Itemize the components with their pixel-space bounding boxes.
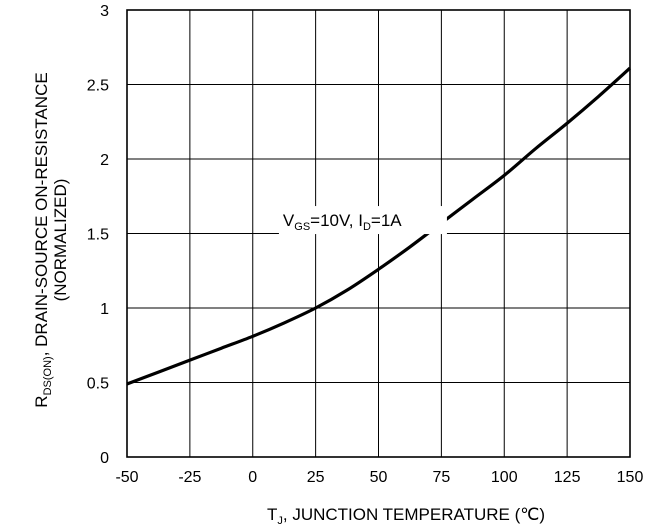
x-tick-label: -25	[178, 469, 201, 486]
annotation-background	[278, 206, 447, 235]
y-tick-label: 1	[100, 301, 109, 318]
x-tick-label: 0	[248, 469, 257, 486]
y-axis-label: RDS(ON), DRAIN-SOURCE ON-RESISTANCE	[32, 72, 54, 407]
y-tick-label: 1.5	[87, 227, 109, 244]
x-tick-labels: -50 -25 0 25 50 75 100 125 150	[115, 469, 643, 486]
y-tick-label: 2	[100, 152, 109, 169]
curve-layer	[126, 66, 632, 386]
x-tick-label: 100	[491, 469, 518, 486]
x-tick-label: 25	[307, 469, 325, 486]
series-line	[126, 66, 632, 386]
x-tick-label: 150	[617, 469, 644, 486]
annotation-label: VGS=10V, ID=1A	[283, 211, 402, 233]
x-tick-label: -50	[115, 469, 138, 486]
x-tick-label: 50	[370, 469, 388, 486]
x-tick-label: 125	[554, 469, 581, 486]
y-axis-label-line2: (NORMALIZED)	[51, 179, 70, 302]
y-tick-label: 2.5	[87, 78, 109, 95]
y-tick-label: 0	[100, 450, 109, 467]
plot-frame	[126, 9, 631, 458]
x-tick-label: 75	[432, 469, 450, 486]
annotation: VGS=10V, ID=1A	[278, 206, 447, 235]
x-axis-label: TJ, JUNCTION TEMPERATURE (℃)	[267, 505, 545, 527]
y-tick-labels: 0 0.5 1 1.5 2 2.5 3	[87, 3, 109, 467]
y-tick-label: 0.5	[87, 376, 109, 393]
y-tick-label: 3	[100, 3, 109, 20]
